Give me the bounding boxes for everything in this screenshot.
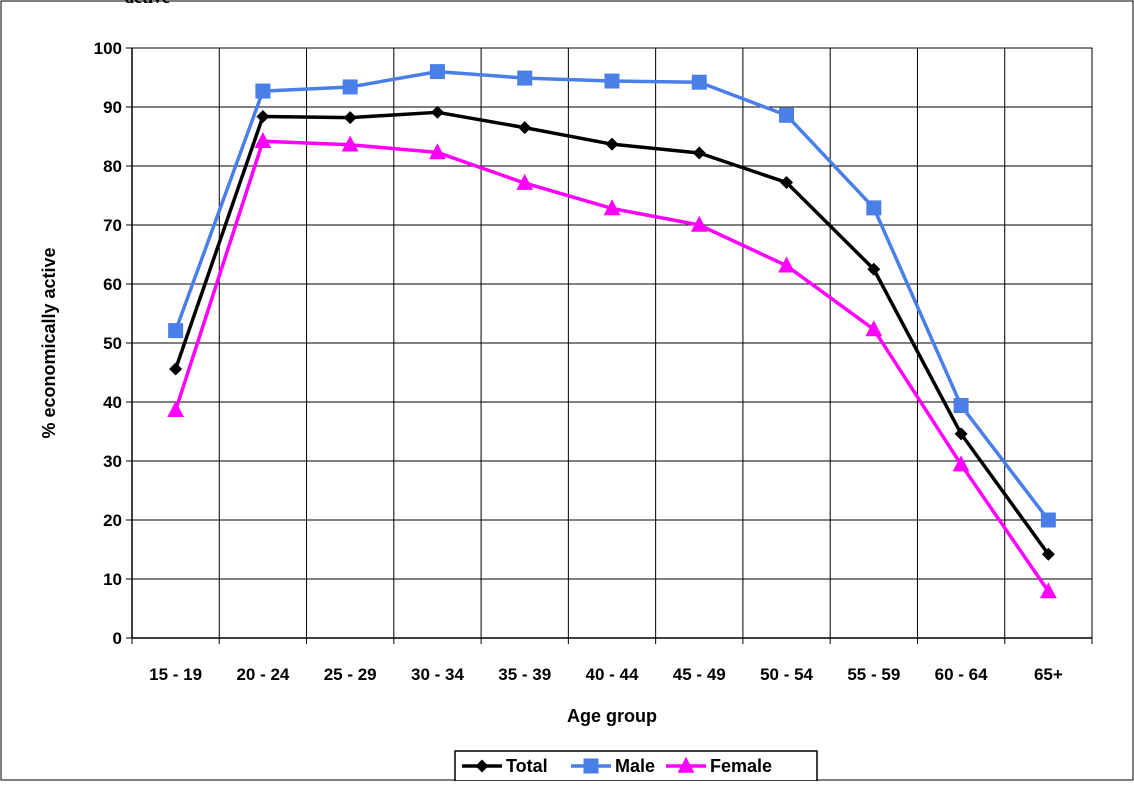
x-tick-label: 50 - 54 (760, 665, 813, 684)
y-tick-label: 30 (103, 452, 122, 471)
series-female (167, 132, 1057, 599)
plot-grid (126, 47, 1093, 644)
x-tick-label: 60 - 64 (935, 665, 988, 684)
y-tick-label: 90 (103, 98, 122, 117)
legend: Total Male Female (454, 750, 818, 782)
y-tick-label: 0 (113, 629, 122, 648)
x-tick-label: 20 - 24 (236, 665, 289, 684)
data-point-male (604, 73, 620, 89)
data-point-female (778, 256, 795, 273)
data-point-total (867, 262, 881, 276)
data-point-male (866, 200, 882, 216)
data-point-total (518, 121, 532, 135)
data-point-female (516, 173, 534, 190)
data-point-male (517, 70, 533, 86)
y-tick-label: 70 (103, 216, 122, 235)
data-point-male (691, 74, 707, 90)
data-point-male (953, 398, 969, 414)
y-axis-label: % economically active (39, 247, 59, 438)
legend-box (454, 750, 818, 782)
data-point-female (603, 199, 621, 216)
x-tick-labels: 15 - 19 20 - 24 25 - 29 30 - 34 35 - 39 40 - … (149, 665, 1063, 684)
data-point-female (952, 455, 970, 472)
data-point-female (167, 401, 185, 418)
y-tick-label: 60 (103, 275, 122, 294)
y-tick-label: 50 (103, 334, 122, 353)
legend-marker-total (475, 759, 489, 773)
series-total (169, 105, 1055, 561)
data-point-total (605, 137, 619, 151)
legend-item-female: Female (666, 756, 772, 776)
data-point-male (779, 107, 795, 123)
data-point-female (690, 215, 708, 232)
x-tick-label: 55 - 59 (847, 665, 900, 684)
y-tick-label: 10 (103, 570, 122, 589)
y-tick-labels: 0 10 20 30 40 50 60 70 80 90 100 (94, 39, 122, 648)
data-point-total (256, 109, 270, 123)
x-tick-label: 45 - 49 (673, 665, 726, 684)
data-point-total (430, 105, 444, 119)
data-point-female (254, 132, 272, 149)
series-male (168, 64, 1056, 528)
legend-marker-female (677, 756, 695, 773)
x-tick-label: 30 - 34 (411, 665, 464, 684)
legend-marker-male (583, 758, 599, 774)
data-point-male (1040, 512, 1056, 528)
data-point-male (168, 323, 184, 339)
chart-title: active (125, 0, 170, 8)
data-point-male (255, 83, 271, 99)
data-point-total (343, 111, 357, 125)
y-tick-label: 40 (103, 393, 122, 412)
x-tick-label: 35 - 39 (498, 665, 551, 684)
data-point-female (341, 135, 359, 152)
y-tick-label: 80 (103, 157, 122, 176)
legend-label-total: Total (506, 756, 548, 776)
data-point-male (429, 64, 445, 80)
y-tick-label: 100 (94, 39, 122, 58)
x-tick-label: 40 - 44 (586, 665, 639, 684)
legend-item-male: Male (571, 756, 655, 776)
data-point-total (692, 146, 706, 160)
x-axis-label: Age group (567, 706, 657, 726)
data-point-male (342, 79, 358, 95)
data-point-total (780, 176, 794, 190)
x-tick-label: 25 - 29 (324, 665, 377, 684)
x-tick-label: 65+ (1034, 665, 1063, 684)
legend-label-male: Male (615, 756, 655, 776)
series-layer (167, 64, 1057, 599)
legend-item-total: Total (462, 756, 548, 776)
data-point-female (1039, 582, 1057, 599)
x-tick-label: 15 - 19 (149, 665, 202, 684)
data-point-female (429, 143, 446, 160)
data-point-total (169, 362, 183, 376)
data-point-female (865, 320, 883, 337)
data-point-total (1041, 547, 1055, 561)
legend-label-female: Female (710, 756, 772, 776)
y-tick-label: 20 (103, 511, 122, 530)
data-point-total (954, 427, 968, 441)
